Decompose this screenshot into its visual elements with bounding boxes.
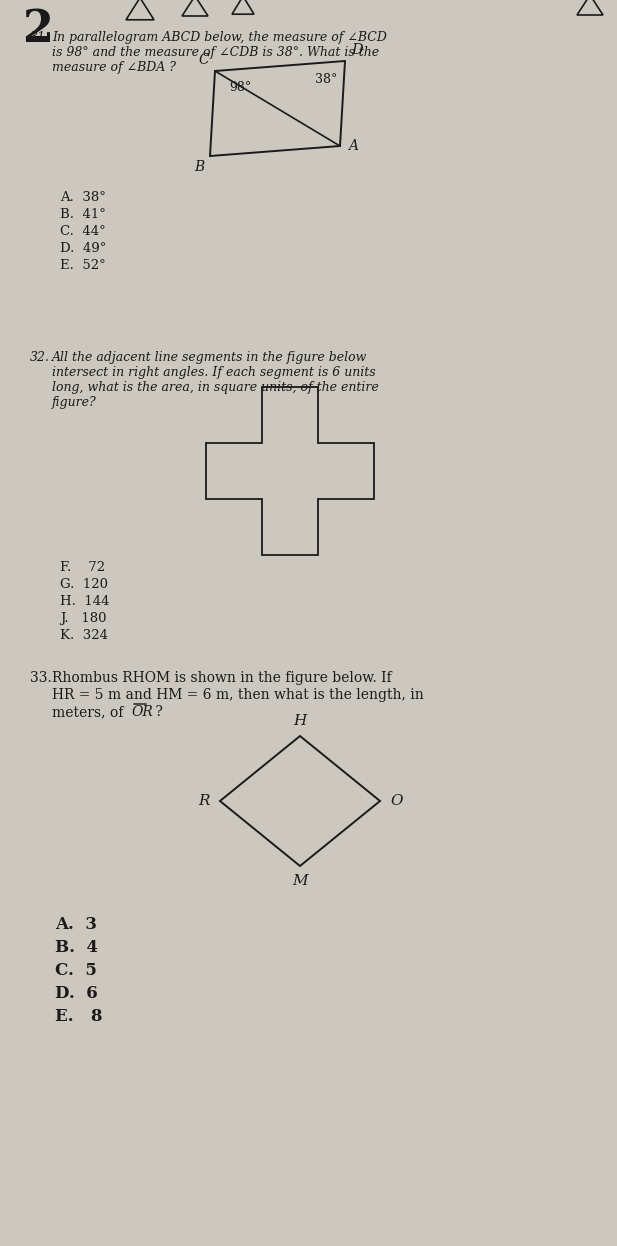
- Text: H: H: [293, 714, 307, 728]
- Text: HR = 5 m and HM = 6 m, then what is the length, in: HR = 5 m and HM = 6 m, then what is the …: [52, 688, 424, 701]
- Text: 98°: 98°: [229, 81, 251, 93]
- Text: O: O: [390, 794, 402, 807]
- Text: D.  6: D. 6: [55, 986, 97, 1002]
- Text: measure of ∠BDA ?: measure of ∠BDA ?: [52, 61, 176, 74]
- Text: J.   180: J. 180: [60, 612, 107, 625]
- Text: A: A: [348, 140, 358, 153]
- Text: A.  3: A. 3: [55, 916, 97, 933]
- Text: intersect in right angles. If each segment is 6 units: intersect in right angles. If each segme…: [52, 366, 376, 379]
- Text: 38°: 38°: [315, 74, 337, 86]
- Text: long, what is the area, in square units, of the entire: long, what is the area, in square units,…: [52, 381, 379, 394]
- Text: M: M: [292, 873, 308, 888]
- Text: C.  5: C. 5: [55, 962, 97, 979]
- Text: E.  52°: E. 52°: [60, 259, 106, 272]
- Text: K.  324: K. 324: [60, 629, 108, 642]
- Text: F.    72: F. 72: [60, 561, 105, 574]
- Text: 33.: 33.: [30, 672, 52, 685]
- Text: B.  41°: B. 41°: [60, 208, 106, 221]
- Text: D.  49°: D. 49°: [60, 242, 106, 255]
- Text: ?: ?: [151, 705, 163, 719]
- Text: E.   8: E. 8: [55, 1008, 102, 1025]
- Text: C.  44°: C. 44°: [60, 226, 106, 238]
- Text: Rhombus RHOM is shown in the figure below. If: Rhombus RHOM is shown in the figure belo…: [52, 672, 392, 685]
- Text: In parallelogram ABCD below, the measure of ∠BCD: In parallelogram ABCD below, the measure…: [52, 31, 387, 44]
- Text: C: C: [199, 54, 209, 67]
- Text: 31.: 31.: [30, 31, 50, 44]
- Text: B.  4: B. 4: [55, 939, 98, 956]
- Text: meters, of: meters, of: [52, 705, 128, 719]
- Text: D: D: [351, 44, 363, 57]
- Text: A.  38°: A. 38°: [60, 191, 106, 204]
- Text: figure?: figure?: [52, 396, 97, 409]
- Text: is 98° and the measure of ∠CDB is 38°. What is the: is 98° and the measure of ∠CDB is 38°. W…: [52, 46, 379, 59]
- Text: B: B: [194, 159, 204, 174]
- Text: All the adjacent line segments in the figure below: All the adjacent line segments in the fi…: [52, 351, 367, 364]
- Text: H.  144: H. 144: [60, 596, 109, 608]
- Text: G.  120: G. 120: [60, 578, 108, 591]
- Text: 32.: 32.: [30, 351, 50, 364]
- Text: OR: OR: [131, 705, 153, 719]
- Text: R: R: [199, 794, 210, 807]
- Text: 2: 2: [22, 7, 53, 51]
